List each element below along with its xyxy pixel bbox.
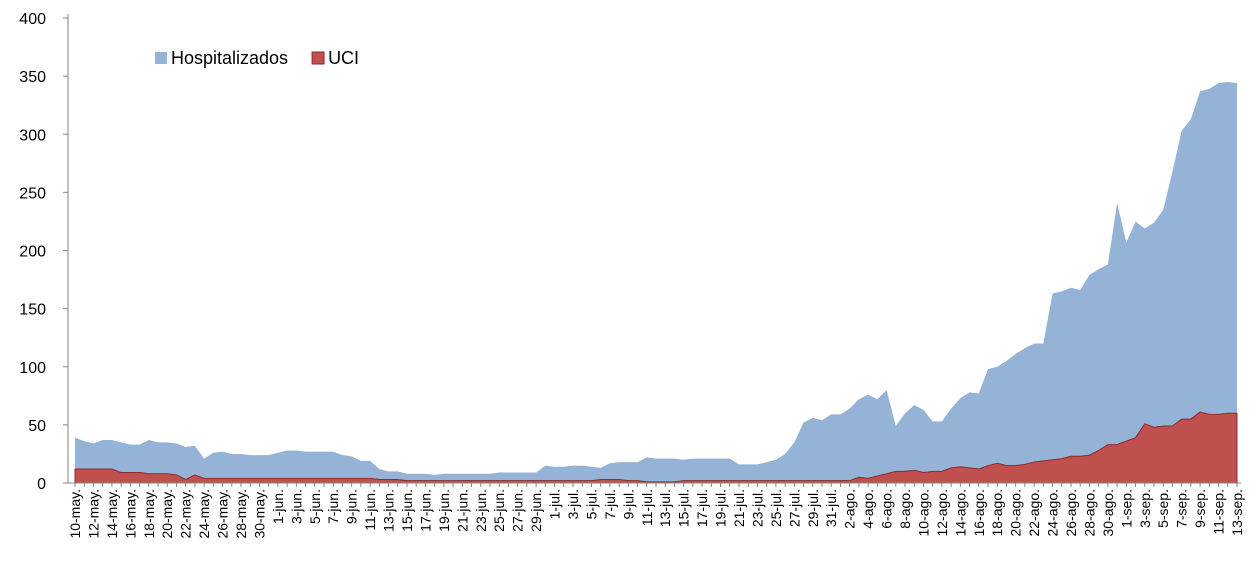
y-tick-label: 50 [28,418,46,435]
x-tick-label: 8-ago. [897,489,913,529]
x-tick-label: 18-ago. [989,489,1005,536]
x-tick-label: 24-ago. [1045,489,1061,536]
x-tick-label: 22-may. [178,489,194,539]
y-tick-label: 350 [19,69,46,86]
x-tick-label: 17-jun. [417,489,433,532]
x-tick-label: 13-jun. [381,489,397,532]
area [75,81,1237,483]
x-tick-label: 3-jun. [288,489,304,524]
x-tick-label: 5-jul. [583,489,599,519]
x-tick-label: 26-ago. [1063,489,1079,536]
x-tick-label: 1-jul. [547,489,563,519]
x-tick-label: 15-jul. [676,489,692,527]
x-tick-label: 30-may. [251,489,267,539]
x-tick-label: 31-jul. [823,489,839,527]
x-tick-label: 9-jun. [344,489,360,524]
x-tick-label: 30-ago. [1100,489,1116,536]
x-tick-label: 19-jul. [713,489,729,527]
x-tick-label: 15-jun. [399,489,415,532]
x-tick-label: 26-may. [215,489,231,539]
x-tick-label: 7-jun. [325,489,341,524]
x-tick-label: 10-ago. [915,489,931,536]
x-tick-label: 1-sep. [1118,489,1134,528]
legend-swatch [311,51,325,65]
y-tick-label: 150 [19,302,46,319]
x-tick-label: 7-sep. [1174,489,1190,528]
x-tick-label: 2-ago. [842,489,858,529]
y-tick-label: 400 [19,11,46,28]
x-tick-label: 9-sep. [1192,489,1208,528]
x-tick-label: 11-jun. [362,489,378,531]
x-tick-label: 28-may. [233,489,249,539]
y-tick-label: 250 [19,185,46,202]
x-tick-label: 1-jun. [270,489,286,524]
x-tick-label: 29-jul. [805,489,821,527]
x-tick-label: 18-may. [141,489,157,539]
x-tick-label: 7-jul. [602,489,618,519]
x-tick-label: 16-may. [122,489,138,539]
x-tick-label: 11-sep. [1211,489,1227,535]
x-tick-label: 25-jul. [768,489,784,527]
x-tick-label: 13-jul. [657,489,673,527]
x-tick-label: 12-may. [85,489,101,539]
legend-label: Hospitalizados [171,48,288,68]
legend-swatch [155,52,167,64]
x-tick-label: 24-may. [196,489,212,539]
legend-label: UCI [328,48,359,68]
x-tick-label: 27-jul. [786,489,802,527]
x-tick-label: 14-ago. [952,489,968,536]
x-tick-label: 5-sep. [1155,489,1171,528]
x-tick-label: 23-jul. [749,489,765,527]
y-tick-label: 200 [19,244,46,261]
x-tick-label: 23-jun. [473,489,489,532]
x-tick-label: 3-sep. [1137,489,1153,528]
x-tick-label: 3-jul. [565,489,581,519]
y-tick-label: 300 [19,127,46,144]
area [74,411,1238,484]
x-tick-label: 14-may. [104,489,120,539]
x-tick-label: 21-jul. [731,489,747,527]
x-tick-label: 6-ago. [879,489,895,529]
x-tick-label: 22-ago. [1026,489,1042,536]
x-tick-label: 16-ago. [971,489,987,536]
x-tick-label: 28-ago. [1081,489,1097,536]
x-tick-label: 20-may. [159,489,175,539]
x-tick-label: 11-jul. [639,489,655,526]
x-tick-label: 27-jun. [510,489,526,532]
x-tick-label: 5-jun. [307,489,323,524]
y-tick-label: 0 [37,476,46,493]
x-tick-label: 19-jun. [436,489,452,532]
x-tick-label: 21-jun. [454,489,470,532]
x-tick-label: 12-ago. [934,489,950,536]
x-tick-label: 20-ago. [1008,489,1024,536]
y-tick-label: 100 [19,360,46,377]
x-tick-label: 29-jun. [528,489,544,532]
x-tick-label: 25-jun. [491,489,507,532]
x-tick-label: 13-sep. [1229,489,1245,536]
x-tick-label: 4-ago. [860,489,876,529]
x-tick-label: 17-jul. [694,489,710,527]
x-tick-label: 9-jul. [620,489,636,519]
x-tick-label: 10-may. [67,489,83,539]
